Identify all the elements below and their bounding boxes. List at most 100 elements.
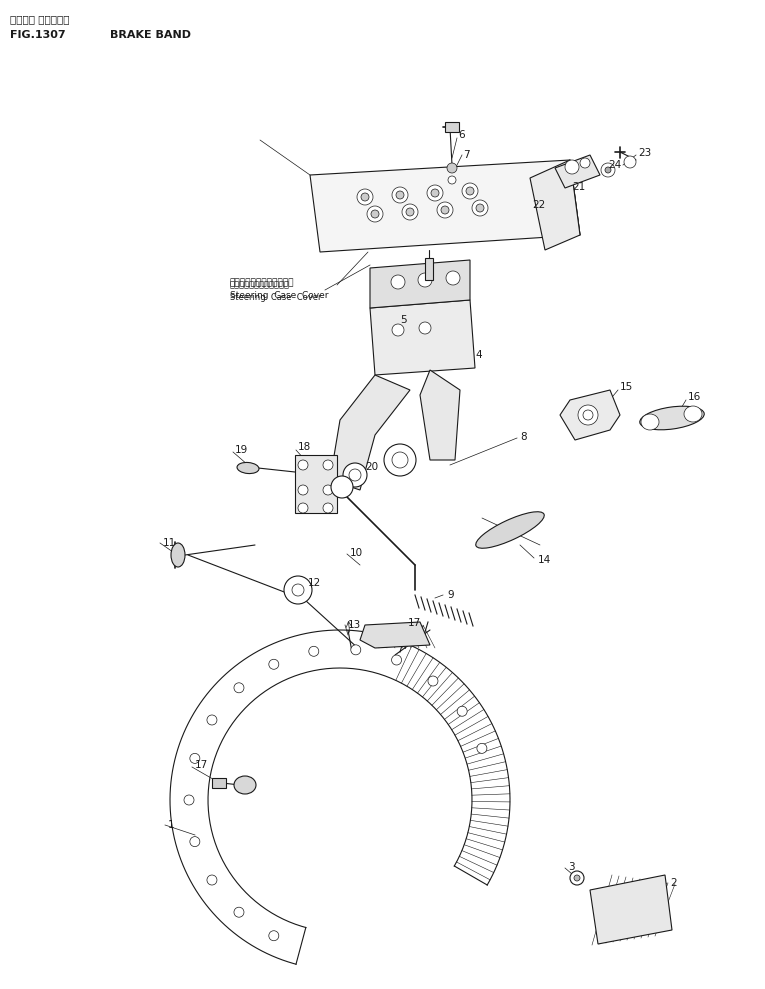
Circle shape: [361, 193, 369, 201]
Circle shape: [357, 189, 373, 205]
Text: 3: 3: [568, 862, 575, 872]
Text: Steering  Case  Cover: Steering Case Cover: [230, 291, 328, 300]
Circle shape: [565, 160, 579, 174]
Circle shape: [476, 204, 484, 212]
Text: 2: 2: [670, 878, 676, 888]
Circle shape: [441, 206, 449, 214]
Text: ステアリングケースカバー: ステアリングケースカバー: [230, 280, 290, 289]
Text: 8: 8: [520, 432, 526, 442]
Circle shape: [570, 871, 584, 885]
Ellipse shape: [684, 406, 702, 422]
Circle shape: [583, 410, 593, 420]
Circle shape: [190, 754, 200, 764]
Circle shape: [392, 324, 404, 336]
Circle shape: [298, 485, 308, 495]
Ellipse shape: [171, 543, 185, 567]
Ellipse shape: [476, 511, 544, 548]
Polygon shape: [330, 375, 410, 490]
Circle shape: [351, 645, 361, 655]
Text: 18: 18: [298, 442, 311, 452]
Text: BRAKE BAND: BRAKE BAND: [110, 30, 191, 40]
Text: Steering  Case  Cover: Steering Case Cover: [230, 293, 321, 302]
Circle shape: [309, 646, 319, 657]
Text: FIG.1307: FIG.1307: [10, 30, 66, 40]
Text: 19: 19: [235, 445, 249, 455]
Circle shape: [462, 183, 478, 199]
Circle shape: [298, 503, 308, 513]
Circle shape: [447, 163, 457, 173]
Circle shape: [477, 744, 487, 754]
Polygon shape: [530, 160, 580, 250]
Text: 22: 22: [532, 200, 545, 210]
Text: 11: 11: [163, 538, 176, 548]
Circle shape: [446, 271, 460, 285]
Circle shape: [457, 706, 467, 716]
Text: 13: 13: [348, 620, 361, 630]
Circle shape: [392, 187, 408, 203]
Bar: [425, 258, 433, 280]
Circle shape: [269, 660, 278, 670]
Circle shape: [624, 156, 636, 168]
Circle shape: [578, 405, 598, 425]
Circle shape: [234, 907, 244, 917]
Circle shape: [402, 204, 418, 220]
Circle shape: [343, 463, 367, 487]
Ellipse shape: [640, 406, 705, 430]
Polygon shape: [370, 300, 475, 375]
Polygon shape: [310, 160, 580, 252]
Circle shape: [207, 715, 217, 725]
Circle shape: [391, 275, 405, 289]
Text: 1: 1: [168, 820, 174, 830]
Text: 15: 15: [620, 382, 633, 392]
Circle shape: [574, 875, 580, 881]
Circle shape: [292, 584, 304, 596]
Circle shape: [331, 476, 353, 498]
Bar: [295, 455, 337, 513]
Circle shape: [269, 931, 278, 941]
Text: 14: 14: [538, 555, 552, 565]
Text: 7: 7: [463, 150, 470, 160]
Text: ブレーキ ハ゛ンド゛: ブレーキ ハ゛ンド゛: [10, 14, 70, 24]
Text: 12: 12: [308, 578, 321, 588]
Circle shape: [396, 191, 404, 199]
Circle shape: [428, 676, 438, 686]
Circle shape: [448, 176, 456, 184]
Text: 24: 24: [608, 160, 621, 170]
Polygon shape: [555, 155, 600, 188]
Circle shape: [284, 576, 312, 604]
Polygon shape: [370, 260, 470, 308]
Polygon shape: [590, 875, 672, 944]
Circle shape: [323, 460, 333, 470]
Circle shape: [427, 185, 443, 201]
Ellipse shape: [237, 463, 259, 474]
Text: 9: 9: [447, 590, 454, 600]
Circle shape: [466, 187, 474, 195]
Text: 21: 21: [572, 182, 585, 192]
Ellipse shape: [641, 414, 659, 430]
Circle shape: [437, 202, 453, 218]
Circle shape: [431, 189, 439, 197]
Circle shape: [580, 158, 590, 168]
Circle shape: [298, 460, 308, 470]
Text: ステアリングケースカバー: ステアリングケースカバー: [230, 278, 295, 287]
Text: 5: 5: [400, 315, 407, 325]
Circle shape: [207, 875, 217, 885]
Circle shape: [184, 795, 194, 805]
Text: 10: 10: [350, 548, 363, 558]
Text: 4: 4: [475, 350, 482, 360]
Circle shape: [418, 273, 432, 287]
Circle shape: [384, 444, 416, 476]
Circle shape: [419, 322, 431, 334]
Text: 20: 20: [365, 462, 378, 472]
Circle shape: [349, 469, 361, 481]
Circle shape: [323, 503, 333, 513]
Circle shape: [601, 163, 615, 177]
Circle shape: [323, 485, 333, 495]
Polygon shape: [360, 622, 430, 648]
Bar: [212, 778, 226, 788]
Circle shape: [392, 452, 408, 468]
Circle shape: [234, 682, 244, 692]
Bar: [445, 122, 459, 132]
Circle shape: [406, 208, 414, 216]
Ellipse shape: [234, 776, 256, 794]
